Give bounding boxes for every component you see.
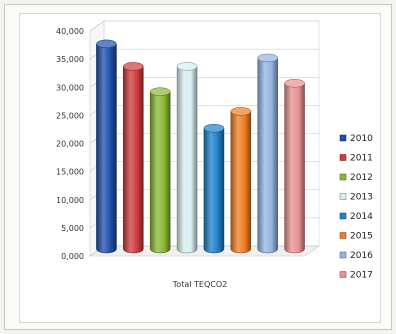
- legend-swatch: [339, 193, 347, 200]
- bar-top: [149, 87, 171, 96]
- legend-swatch: [339, 232, 347, 239]
- category-label: Total TEQCO2: [172, 280, 227, 289]
- legend-label: 2010: [350, 134, 373, 144]
- y-tick-label: 15,000: [56, 168, 84, 177]
- bar-body: [284, 83, 305, 254]
- bar-series: [96, 39, 305, 254]
- y-tick-label: 40,000: [56, 27, 84, 36]
- bar-body: [149, 91, 171, 254]
- x-axis: Total TEQCO2: [172, 280, 227, 289]
- bar-2011: [123, 62, 144, 254]
- bar-2010: [96, 39, 117, 254]
- bar-body: [123, 66, 144, 254]
- legend-label: 2015: [350, 232, 373, 242]
- bar-top: [257, 53, 278, 63]
- legend-item-2010: 2010: [339, 134, 373, 144]
- legend-swatch: [339, 212, 347, 220]
- bar-2016: [257, 53, 278, 254]
- legend-swatch: [339, 251, 347, 259]
- bar-body: [176, 66, 198, 254]
- bar-body: [203, 128, 225, 254]
- y-tick-label: 35,000: [56, 55, 84, 64]
- bar-top: [203, 124, 225, 133]
- legend-item-2012: 2012: [339, 173, 373, 183]
- legend-item-2014: 2014: [339, 212, 373, 222]
- y-tick-label: 30,000: [56, 83, 84, 92]
- gridline: [89, 20, 319, 32]
- legend-label: 2011: [350, 154, 373, 164]
- y-tick-label: 25,000: [56, 111, 84, 120]
- bar-top: [176, 62, 198, 71]
- bar-top: [230, 107, 252, 116]
- legend-swatch: [339, 134, 347, 142]
- legend-label: 2017: [350, 271, 373, 281]
- bar-2013: [176, 62, 198, 254]
- legend-item-2013: 2013: [339, 193, 373, 203]
- legend: 2010 2011 2012 2013 2014 2015 2016 2017: [339, 134, 373, 281]
- y-tick-label: 20,000: [56, 140, 84, 149]
- legend-swatch: [339, 271, 347, 278]
- bar-2014: [203, 124, 225, 254]
- legend-item-2011: 2011: [339, 154, 373, 164]
- bar-top: [96, 39, 117, 49]
- legend-label: 2013: [350, 193, 373, 203]
- legend-item-2017: 2017: [339, 271, 373, 281]
- legend-swatch: [339, 173, 347, 181]
- bar-body: [230, 111, 252, 254]
- legend-label: 2016: [350, 251, 373, 261]
- y-tick-label: 0,000: [61, 252, 84, 261]
- y-tick-label: 5,000: [61, 224, 84, 233]
- bar-top: [123, 62, 144, 71]
- y-axis: 0,000 5,000 10,000 15,000 20,000 25,000 30,000…: [56, 27, 84, 261]
- bar-body: [96, 43, 117, 254]
- legend-swatch: [339, 154, 347, 161]
- legend-label: 2012: [350, 173, 373, 183]
- bar-2015: [230, 107, 252, 254]
- legend-label: 2014: [350, 212, 373, 222]
- y-tick-label: 10,000: [56, 196, 84, 205]
- bar-top: [284, 79, 305, 88]
- bar-body: [257, 57, 278, 254]
- legend-item-2015: 2015: [339, 232, 373, 242]
- legend-item-2016: 2016: [339, 251, 373, 261]
- bar-2017: [284, 79, 305, 254]
- bar-2012: [149, 87, 171, 254]
